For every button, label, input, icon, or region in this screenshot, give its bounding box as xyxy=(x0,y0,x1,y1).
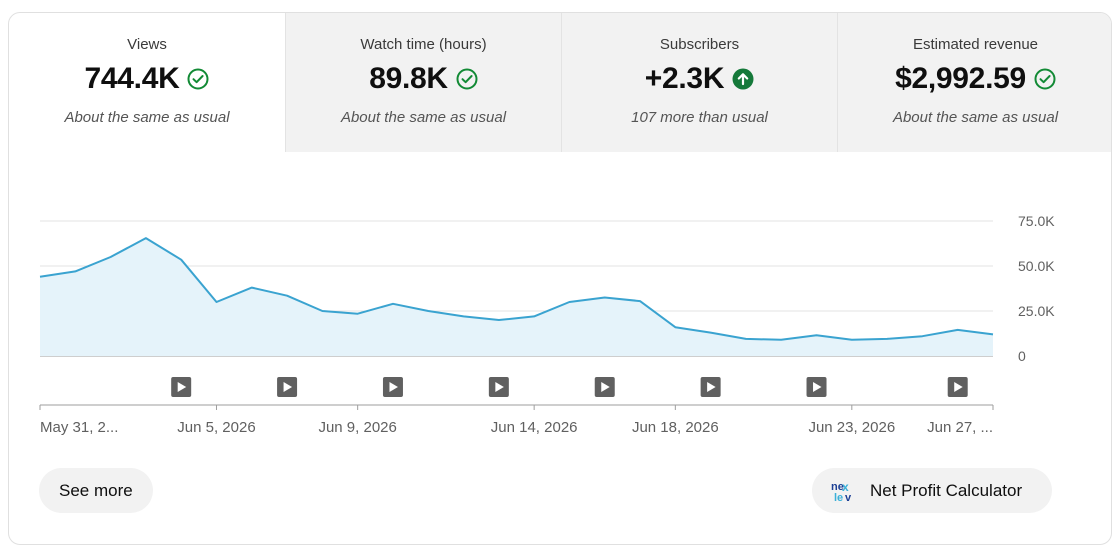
y-tick-label: 75.0K xyxy=(1018,213,1055,229)
play-icon xyxy=(495,382,504,392)
check-circle-icon xyxy=(1034,68,1056,90)
views-line xyxy=(39,237,994,341)
svg-text:le: le xyxy=(834,492,843,503)
tab-subscribers[interactable]: Subscribers +2.3K 107 more than usual xyxy=(561,13,837,152)
tab-note: About the same as usual xyxy=(64,109,230,126)
play-icon xyxy=(813,382,822,392)
tab-note: 107 more than usual xyxy=(631,109,768,126)
tab-label: Views xyxy=(127,36,167,53)
tab-label: Estimated revenue xyxy=(912,36,1039,53)
views-area xyxy=(40,238,993,356)
tab-note: About the same as usual xyxy=(892,109,1059,126)
tab-value: 744.4K xyxy=(84,62,180,95)
analytics-card: Views 744.4K About the same as usual Wat… xyxy=(8,12,1112,545)
play-icon xyxy=(283,382,293,392)
tab-watch-time[interactable]: Watch time (hours) 89.8K About the same … xyxy=(285,13,561,152)
x-tick-label: Jun 5, 2026 xyxy=(177,419,255,436)
x-tick-label: Jun 27, ... xyxy=(927,419,993,436)
tab-value: $2,992.59 xyxy=(895,62,1026,95)
tab-value: 89.8K xyxy=(369,62,448,95)
svg-text:v: v xyxy=(845,492,852,503)
x-tick-label: Jun 23, 2026 xyxy=(808,419,895,436)
y-tick-label: 50.0K xyxy=(1018,258,1055,274)
play-icon xyxy=(389,382,398,392)
check-circle-icon xyxy=(187,68,209,90)
play-icon xyxy=(177,382,187,392)
views-chart: 75.0K 50.0K 25.0K 0 May 31, 2... Jun 5, 2026 J… xyxy=(39,213,1055,436)
play-icon xyxy=(601,382,610,392)
arrow-up-circle-icon xyxy=(732,68,754,90)
see-more-button[interactable]: See more xyxy=(39,468,153,513)
tab-estimated-revenue[interactable]: Estimated revenue $2,992.59 About the sa… xyxy=(837,13,1111,152)
tab-value: +2.3K xyxy=(644,62,725,95)
y-tick-label: 0 xyxy=(1018,348,1026,364)
play-icon xyxy=(707,382,716,392)
x-tick-label: Jun 14, 2026 xyxy=(491,419,578,436)
x-tick-label: Jun 9, 2026 xyxy=(318,419,396,436)
check-circle-icon xyxy=(456,68,478,90)
metric-tabs: Views 744.4K About the same as usual Wat… xyxy=(9,13,1111,152)
play-icon xyxy=(954,382,963,392)
tab-views[interactable]: Views 744.4K About the same as usual xyxy=(9,13,285,152)
svg-text:ne: ne xyxy=(831,481,844,493)
tab-label: Watch time (hours) xyxy=(360,36,487,53)
tab-note: About the same as usual xyxy=(340,109,507,126)
x-tick-label: May 31, 2... xyxy=(40,419,118,436)
nexlev-logo-icon: ne x le v xyxy=(831,480,852,503)
net-profit-calculator-button[interactable]: ne x le v Net Profit Calculator xyxy=(812,468,1052,513)
y-tick-label: 25.0K xyxy=(1018,303,1055,319)
tab-label: Subscribers xyxy=(659,36,740,53)
x-tick-label: Jun 18, 2026 xyxy=(632,419,719,436)
net-profit-label: Net Profit Calculator xyxy=(870,480,1023,500)
svg-text:x: x xyxy=(842,480,849,494)
